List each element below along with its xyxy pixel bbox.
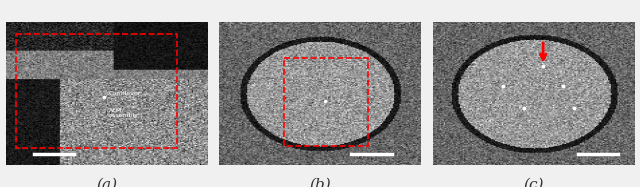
Title: (b): (b) (309, 177, 331, 187)
Bar (17, 34, 177, 148)
Text: AFM
assembly: AFM assembly (109, 108, 139, 118)
Text: Cantilever: Cantilever (109, 91, 141, 96)
Title: (c): (c) (523, 177, 543, 187)
Bar (285, 58, 367, 146)
Title: (a): (a) (97, 177, 118, 187)
